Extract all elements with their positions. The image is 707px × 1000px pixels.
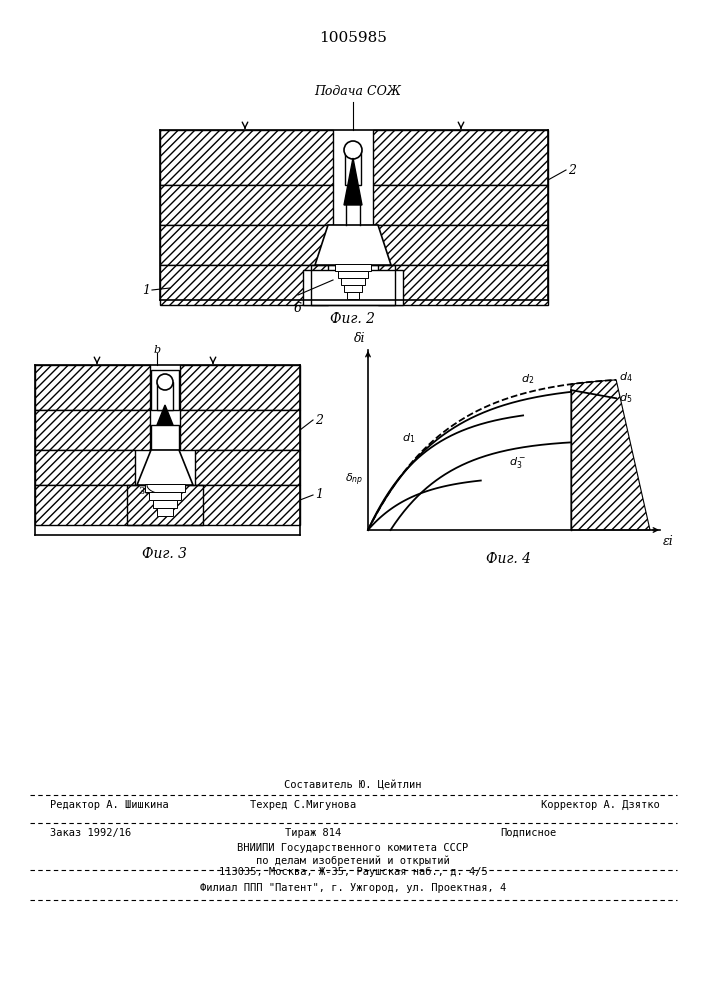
Bar [344, 285, 362, 292]
Bar [195, 450, 300, 485]
Text: по делам изобретений и открытий: по делам изобретений и открытий [256, 855, 450, 865]
Text: 30°: 30° [139, 487, 156, 496]
Text: 113035, Москва, Ж-35, Раушская наб., д. 4/5: 113035, Москва, Ж-35, Раушская наб., д. … [218, 867, 487, 877]
Bar [373, 185, 548, 225]
Text: $d_2$: $d_2$ [521, 372, 534, 386]
Bar [151, 370, 179, 410]
Text: Филиал ППП "Патент", г. Ужгород, ул. Проектная, 4: Филиал ППП "Патент", г. Ужгород, ул. Про… [200, 883, 506, 893]
Polygon shape [137, 450, 193, 485]
Bar [303, 270, 403, 305]
Bar [127, 485, 203, 525]
Bar [341, 278, 365, 285]
Bar [180, 365, 300, 410]
Text: Фиг. 3: Фиг. 3 [143, 547, 187, 561]
Bar [160, 130, 333, 185]
Text: 1: 1 [142, 284, 150, 296]
Bar [35, 365, 150, 410]
Text: Техред С.Мигунова: Техред С.Мигунова [250, 800, 356, 810]
Bar [160, 265, 328, 305]
Bar [160, 225, 343, 265]
Text: δi: δi [354, 332, 366, 345]
Bar [151, 425, 179, 450]
Circle shape [344, 141, 362, 159]
Circle shape [157, 374, 173, 390]
Polygon shape [571, 380, 650, 530]
Bar [180, 410, 300, 450]
Text: Подписное: Подписное [500, 828, 556, 838]
Bar [345, 150, 361, 185]
Polygon shape [344, 158, 362, 205]
Bar [149, 492, 181, 500]
Text: Фиг. 2: Фиг. 2 [330, 312, 375, 326]
Bar [347, 292, 359, 299]
Text: εi: εi [662, 535, 673, 548]
Text: $\delta_{np}$: $\delta_{np}$ [345, 472, 363, 488]
Bar [35, 410, 150, 450]
Text: Подача СОЖ: Подача СОЖ [315, 85, 402, 98]
Bar [35, 450, 135, 485]
Text: 1: 1 [315, 488, 323, 502]
Bar [373, 130, 548, 185]
Text: b: b [153, 345, 160, 355]
Text: $d_5$: $d_5$ [619, 391, 633, 405]
Bar [35, 485, 300, 525]
Text: Корректор А. Дзятко: Корректор А. Дзятко [542, 800, 660, 810]
Text: Заказ 1992/16: Заказ 1992/16 [50, 828, 132, 838]
Bar [160, 185, 333, 225]
Polygon shape [157, 405, 173, 425]
Bar [157, 508, 173, 516]
Polygon shape [315, 225, 391, 265]
Bar [335, 264, 371, 271]
Text: Редактор А. Шишкина: Редактор А. Шишкина [50, 800, 169, 810]
Text: ВНИИПИ Государственного комитета СССР: ВНИИПИ Государственного комитета СССР [238, 843, 469, 853]
Text: Фиг. 4: Фиг. 4 [486, 552, 532, 566]
Bar [311, 265, 395, 305]
Text: 2: 2 [315, 414, 323, 426]
Text: 1005985: 1005985 [319, 31, 387, 45]
Text: 2: 2 [568, 163, 576, 176]
Text: $d_3^-$: $d_3^-$ [509, 455, 526, 470]
Bar [338, 271, 368, 278]
Bar [378, 265, 548, 305]
Text: Тираж 814: Тираж 814 [285, 828, 341, 838]
Bar [145, 484, 185, 492]
Text: $d_1$: $d_1$ [402, 432, 415, 445]
Bar [153, 500, 177, 508]
Text: 6: 6 [294, 302, 302, 315]
Text: $d_4$: $d_4$ [619, 370, 633, 384]
Text: Составитель Ю. Цейтлин: Составитель Ю. Цейтлин [284, 780, 422, 790]
Bar [157, 382, 173, 410]
Bar [363, 225, 548, 265]
